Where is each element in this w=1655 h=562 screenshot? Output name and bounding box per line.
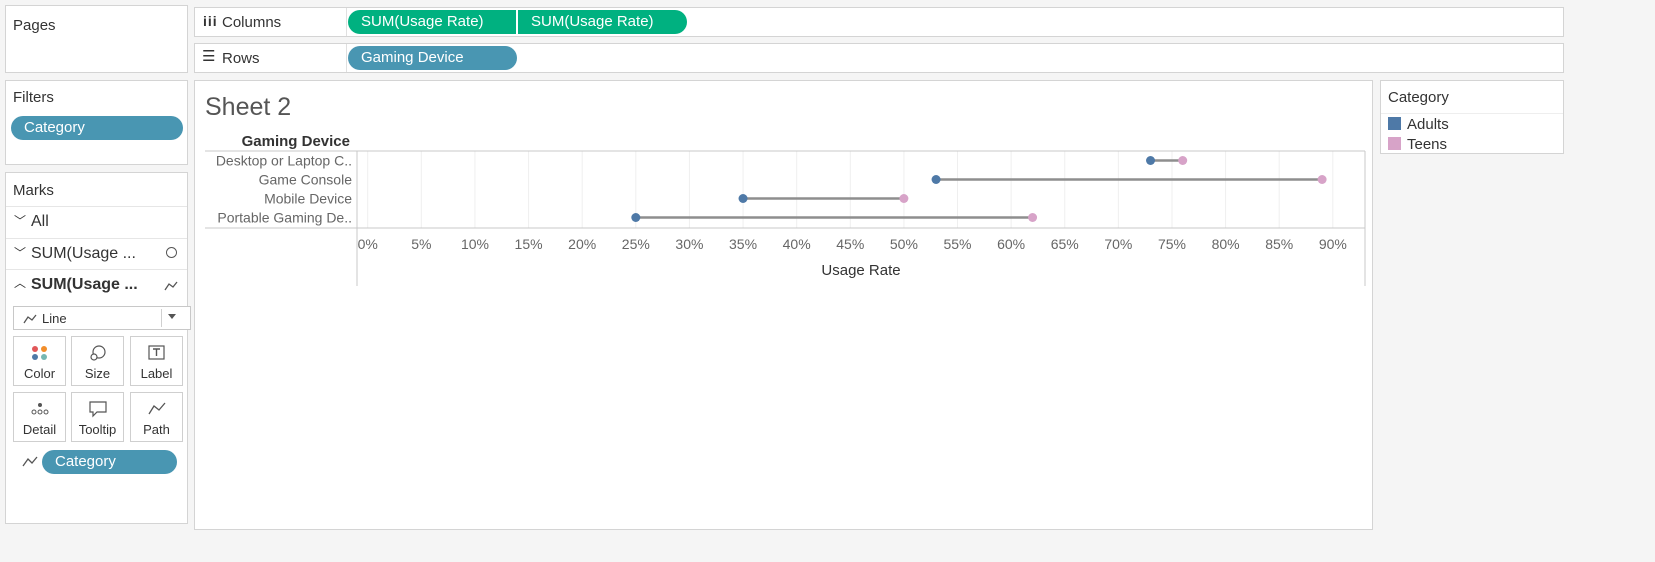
data-point-teens: [899, 194, 909, 203]
detail-button[interactable]: Detail: [13, 392, 66, 442]
data-point-adults: [1146, 156, 1156, 165]
chevron-up-icon: ︿: [14, 276, 27, 290]
legend-header-bg: [1381, 113, 1563, 114]
detail-icon: [31, 403, 49, 415]
x-tick-label: 60%: [997, 236, 1025, 252]
x-tick-label: 90%: [1319, 236, 1347, 252]
columns-label: Columns: [222, 14, 282, 31]
path-encoding-icon: [22, 456, 38, 467]
x-tick-label: 15%: [515, 236, 543, 252]
dumbbell-chart: Desktop or Laptop C.. Game Console Mobile …: [205, 150, 1366, 286]
rows-icon: ☰: [202, 48, 216, 65]
data-point-teens: [1317, 175, 1327, 184]
filters-shelf[interactable]: Filters Category: [5, 80, 188, 165]
x-tick-label: 70%: [1104, 236, 1132, 252]
detail-button-label: Detail: [22, 422, 57, 437]
chevron-down-icon: [168, 314, 176, 319]
shelf-divider: [346, 8, 347, 36]
x-tick-label: 75%: [1158, 236, 1186, 252]
legend-title: Category: [1388, 89, 1449, 106]
path-button-label: Path: [143, 422, 170, 437]
x-tick-label: 35%: [729, 236, 757, 252]
circle-mark-icon: [166, 247, 177, 258]
path-pill-category[interactable]: Category: [42, 450, 177, 474]
x-tick-label: 50%: [890, 236, 918, 252]
x-tick-label: 55%: [943, 236, 971, 252]
filters-title: Filters: [13, 89, 54, 106]
data-point-adults: [631, 213, 641, 222]
data-point-teens: [1028, 213, 1038, 222]
x-tick-label: 85%: [1265, 236, 1293, 252]
shelf-divider: [346, 44, 347, 72]
marks-card: Marks ﹀ All ﹀ SUM(Usage ... ︿ SUM(Usage …: [5, 172, 191, 524]
x-tick-label: 25%: [622, 236, 650, 252]
marks-card-1-label: SUM(Usage ...: [31, 245, 136, 262]
category-label: Portable Gaming De..: [217, 210, 352, 226]
marks-card-2-label: SUM(Usage ...: [31, 276, 138, 293]
color-icon: [32, 346, 47, 360]
x-tick-label: 0%: [358, 236, 378, 252]
legend-item-adults[interactable]: Adults: [1388, 116, 1449, 133]
label-icon: [148, 345, 165, 360]
mark-type-label: Line: [42, 311, 67, 326]
size-button-label: Size: [84, 366, 111, 381]
x-tick-label: 45%: [836, 236, 864, 252]
legend-swatch-teens: [1388, 137, 1401, 150]
legend-swatch-adults: [1388, 117, 1401, 130]
data-point-adults: [738, 194, 748, 203]
legend-item-teens[interactable]: Teens: [1388, 136, 1447, 153]
size-button[interactable]: Size: [71, 336, 124, 386]
color-button-label: Color: [23, 366, 56, 381]
filter-pill-category[interactable]: Category: [11, 116, 183, 140]
row-header-gaming-device: Gaming Device: [241, 133, 350, 150]
marks-title: Marks: [13, 182, 54, 199]
x-axis-title: Usage Rate: [821, 262, 900, 279]
path-button[interactable]: Path: [130, 392, 183, 442]
category-label: Desktop or Laptop C..: [216, 153, 352, 169]
category-label: Game Console: [259, 172, 353, 188]
sheet-view: Sheet 2 Gaming Device Desktop or Laptop …: [194, 80, 1373, 530]
x-tick-label: 30%: [675, 236, 703, 252]
columns-pill-usage-rate-1[interactable]: SUM(Usage Rate): [348, 10, 516, 34]
chevron-down-icon: ﹀: [14, 214, 27, 228]
label-button-label: Label: [140, 366, 173, 381]
data-point-teens: [1178, 156, 1188, 165]
color-button[interactable]: Color: [13, 336, 66, 386]
columns-shelf[interactable]: iii Columns SUM(Usage Rate) SUM(Usage Ra…: [194, 7, 1564, 37]
rows-shelf[interactable]: ☰ Rows Gaming Device: [194, 43, 1564, 73]
legend-label-adults: Adults: [1407, 116, 1449, 133]
category-label: Mobile Device: [264, 191, 352, 207]
x-tick-label: 10%: [461, 236, 489, 252]
size-icon: [90, 345, 106, 361]
data-point-adults: [931, 175, 941, 184]
chevron-down-icon: ﹀: [14, 246, 27, 260]
rows-pill-gaming-device[interactable]: Gaming Device: [348, 46, 517, 70]
line-mark-icon: [164, 281, 178, 291]
dropdown-divider: [161, 309, 162, 327]
line-mark-icon: [23, 314, 37, 324]
x-tick-label: 40%: [783, 236, 811, 252]
x-tick-label: 20%: [568, 236, 596, 252]
columns-pill-usage-rate-2[interactable]: SUM(Usage Rate): [518, 10, 687, 34]
x-tick-label: 5%: [411, 236, 431, 252]
sheet-title: Sheet 2: [205, 93, 292, 121]
tooltip-icon: [89, 401, 107, 418]
tooltip-button-label: Tooltip: [78, 422, 117, 437]
mark-type-dropdown[interactable]: Line: [13, 306, 191, 330]
columns-icon: iii: [203, 13, 218, 29]
marks-card-sum-usage-1[interactable]: ﹀ SUM(Usage ...: [6, 238, 187, 271]
marks-all-row[interactable]: ﹀ All: [6, 206, 187, 239]
path-icon: [148, 402, 166, 415]
marks-all-label: All: [31, 213, 49, 230]
label-button[interactable]: Label: [130, 336, 183, 386]
marks-card-sum-usage-2[interactable]: ︿ SUM(Usage ...: [6, 269, 187, 302]
x-tick-label: 65%: [1051, 236, 1079, 252]
tooltip-button[interactable]: Tooltip: [71, 392, 124, 442]
x-tick-label: 80%: [1212, 236, 1240, 252]
pages-shelf[interactable]: Pages: [5, 5, 188, 73]
pages-title: Pages: [13, 17, 56, 34]
rows-label: Rows: [222, 50, 260, 67]
category-legend: Category Adults Teens: [1380, 80, 1564, 154]
legend-label-teens: Teens: [1407, 136, 1448, 153]
